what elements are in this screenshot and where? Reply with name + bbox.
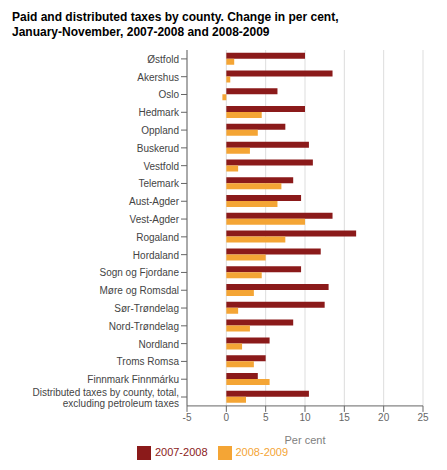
svg-text:Rogaland: Rogaland — [136, 231, 179, 242]
svg-text:Vest-Agder: Vest-Agder — [130, 214, 180, 225]
svg-text:5: 5 — [263, 412, 269, 423]
svg-text:0: 0 — [224, 412, 230, 423]
svg-text:Møre og Romsdal: Møre og Romsdal — [100, 285, 179, 296]
svg-text:Telemark: Telemark — [138, 178, 180, 189]
svg-text:Hedmark: Hedmark — [138, 107, 180, 118]
svg-text:-5: -5 — [183, 412, 192, 423]
svg-text:Sør-Trøndelag: Sør-Trøndelag — [114, 303, 179, 314]
svg-text:15: 15 — [339, 412, 351, 423]
svg-text:Vestfold: Vestfold — [143, 160, 179, 171]
svg-text:20: 20 — [378, 412, 390, 423]
svg-text:Troms Romsa: Troms Romsa — [117, 356, 180, 367]
svg-text:10: 10 — [299, 412, 311, 423]
html-text:2007-2008: 2007-2008 — [154, 445, 208, 458]
html-text:January-November, 2007-2008 an: January-November, 2007-2008 and 2008-200… — [12, 25, 270, 39]
svg-text:Akershus: Akershus — [137, 71, 179, 82]
svg-text:Aust-Agder: Aust-Agder — [129, 196, 180, 207]
html-text:Paid and distributed taxes by: Paid and distributed taxes by county. Ch… — [12, 10, 339, 24]
svg-text:Nord-Trøndelag: Nord-Trøndelag — [109, 320, 179, 331]
svg-text:Nordland: Nordland — [138, 338, 179, 349]
svg-text:Finnmark Finnmárku: Finnmark Finnmárku — [87, 374, 179, 385]
svg-text:Hordaland: Hordaland — [133, 249, 179, 260]
svg-text:Sogn og Fjordane: Sogn og Fjordane — [99, 267, 179, 278]
svg-text:Oslo: Oslo — [158, 89, 179, 100]
svg-text:Oppland: Oppland — [141, 125, 179, 136]
html-text:2008-2009: 2008-2009 — [235, 445, 289, 458]
svg-text:Buskerud: Buskerud — [137, 142, 179, 153]
svg-text:Per cent: Per cent — [285, 434, 326, 446]
svg-text:Østfold: Østfold — [147, 53, 179, 64]
svg-text:Distributed taxes by county, t: Distributed taxes by county, total,exclu… — [32, 386, 179, 408]
svg-text:25: 25 — [417, 412, 429, 423]
